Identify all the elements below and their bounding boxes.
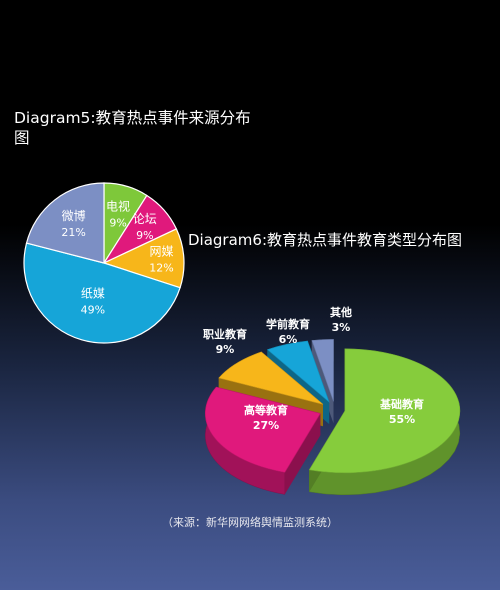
chart1-slice-3	[23, 242, 181, 344]
chart1-value-label-1: 9%	[136, 229, 153, 242]
chart1-value-label-2: 12%	[149, 261, 173, 274]
chart1-category-label-2: 网媒	[149, 244, 173, 258]
chart2-value-label-4: 3%	[332, 321, 351, 334]
chart2-slice-1	[205, 386, 321, 473]
chart2-slice-0	[308, 348, 461, 474]
chart2-slice-4	[311, 339, 334, 402]
chart2-category-label-2: 职业教育	[203, 327, 247, 341]
chart2-category-label-3: 学前教育	[266, 317, 310, 331]
chart2-value-label-3: 6%	[279, 333, 298, 346]
chart2-title: Diagram6:教育热点事件教育类型分布图	[188, 231, 463, 249]
chart1-category-label-4: 微博	[62, 208, 86, 223]
chart2-value-label-0: 55%	[389, 413, 415, 426]
chart1-slice-2	[102, 228, 185, 289]
chart2-pie: 基础教育 55% 高等教育 27% 职业教育 9% 学前教育 6% 其他 3%	[203, 305, 461, 496]
chart1-value-label-0: 9%	[109, 217, 126, 230]
chart2-value-label-2: 9%	[216, 343, 235, 356]
chart2-category-label-1: 高等教育	[244, 403, 288, 417]
chart2-value-label-1: 27%	[253, 419, 279, 432]
source-note: （来源：新华网网络舆情监测系统）	[162, 516, 338, 529]
chart2-category-label-4: 其他	[330, 305, 352, 319]
chart2-slice-wall-1-0	[284, 413, 321, 495]
chart1-value-label-3: 49%	[81, 303, 105, 316]
chart1-pie: 电视 9% 论坛 9% 网媒 12% 纸媒 49% 微博 21%	[23, 182, 185, 344]
chart2-category-label-0: 基础教育	[379, 397, 424, 411]
chart1-title: Diagram5:教育热点事件来源分布图	[14, 109, 251, 147]
chart1-value-label-4: 21%	[61, 226, 85, 239]
chart1-category-label-1: 论坛	[133, 212, 157, 226]
chart2-slice-3	[266, 340, 330, 403]
chart2-slice-2	[218, 351, 324, 405]
chart1-slice-4	[25, 182, 105, 264]
chart1-category-label-3: 纸媒	[81, 286, 105, 300]
chart1-category-label-0: 电视	[106, 199, 130, 214]
